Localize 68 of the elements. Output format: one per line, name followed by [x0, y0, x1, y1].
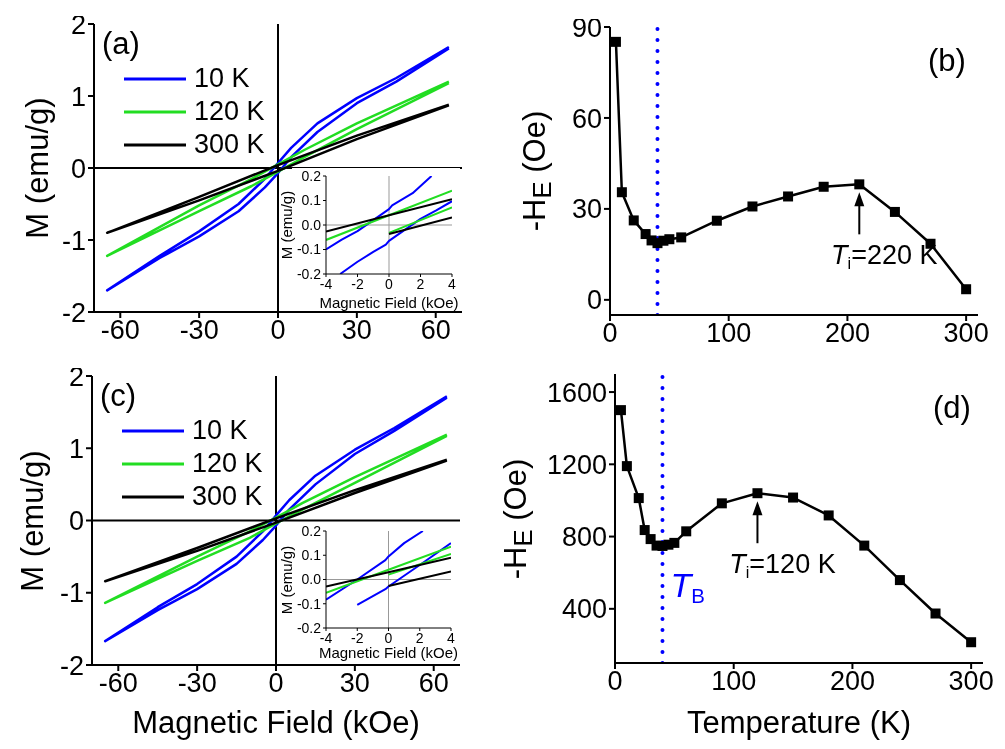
y-tick-label: 0.1: [301, 547, 322, 564]
y-tick-label: 1600: [546, 377, 607, 408]
x-tick-label: -2: [351, 629, 364, 646]
x-tick-label: 2: [415, 629, 424, 646]
x-tick-label: 0: [268, 668, 284, 699]
y-tick-label: 1: [70, 81, 86, 112]
x-tick-label: 60: [418, 668, 449, 699]
x-tick-label: 4: [448, 275, 457, 292]
legend-label: 10 K: [192, 415, 248, 446]
legend-label: 300 K: [192, 481, 263, 512]
x-tick-label: 300: [943, 318, 989, 349]
x-tick-label: 0: [385, 275, 394, 292]
x-tick-label: 300: [948, 666, 994, 697]
x-tick-label: -60: [98, 668, 138, 699]
x-tick-label: -30: [179, 315, 219, 346]
y-tick-label: 0.0: [301, 571, 322, 588]
x-axis-title: Temperature (K): [687, 705, 911, 741]
x-tick-label: 0: [384, 629, 393, 646]
y-tick-label: -0.1: [296, 241, 322, 258]
x-tick-label: 4: [447, 629, 456, 646]
annotation: (d): [933, 390, 971, 425]
y-tick-label: 0: [68, 506, 84, 537]
y-tick-label: 0: [70, 153, 86, 184]
x-tick-label: 200: [824, 318, 870, 349]
x-tick-label: 200: [829, 666, 875, 697]
x-tick-label: 2: [416, 275, 425, 292]
y-tick-label: 0.2: [301, 522, 322, 539]
x-tick-label: 100: [711, 666, 757, 697]
x-tick-label: 100: [706, 318, 752, 349]
x-tick-label: 30: [339, 668, 370, 699]
annotation: (c): [100, 378, 137, 413]
y-axis-title: M (emu/g): [20, 97, 56, 239]
x-tick-label: 0: [270, 315, 286, 346]
x-axis-title: Magnetic Field (kOe): [319, 293, 459, 311]
y-tick-label: 800: [561, 522, 607, 553]
y-axis-title: M (emu/g): [15, 449, 51, 592]
y-tick-label: -1: [61, 225, 86, 256]
y-tick-label: 60: [571, 103, 602, 134]
y-tick-label: 0.1: [301, 192, 322, 209]
legend-label: 120 K: [194, 96, 265, 127]
annotation: (a): [102, 26, 140, 61]
y-tick-label: 0.0: [301, 216, 322, 233]
y-tick-label: 30: [571, 194, 602, 225]
x-tick-label: -30: [177, 668, 217, 699]
y-axis-title: M (emu/g): [277, 190, 295, 260]
y-axis-title: M (emu/g): [277, 545, 295, 614]
legend-label: 10 K: [194, 63, 250, 94]
x-tick-label: 60: [420, 315, 451, 346]
x-tick-label: 30: [341, 315, 372, 346]
x-axis-title: Magnetic Field (kOe): [132, 705, 420, 741]
y-tick-label: 0.2: [301, 167, 322, 184]
x-tick-label: -4: [319, 629, 333, 646]
x-tick-label: -60: [100, 315, 140, 346]
y-tick-label: 1200: [546, 449, 607, 480]
y-tick-label: -0.2: [296, 265, 322, 282]
legend-label: 300 K: [194, 129, 265, 160]
ref-line-label: T$_{B}$: [670, 565, 705, 607]
y-tick-label: -1: [59, 578, 84, 609]
x-tick-label: -4: [319, 275, 333, 292]
y-tick-label: -0.1: [296, 595, 322, 612]
y-tick-label: 1: [68, 433, 84, 464]
annotation: T$_{i}$=120 K: [729, 549, 836, 582]
y-tick-label: 400: [561, 594, 607, 625]
legend-label: 120 K: [192, 448, 263, 479]
annotation: (b): [928, 43, 966, 78]
x-axis-title: Magnetic Field (kOe): [318, 643, 459, 661]
x-tick-label: -2: [351, 275, 364, 292]
y-tick-label: -0.2: [296, 619, 322, 636]
